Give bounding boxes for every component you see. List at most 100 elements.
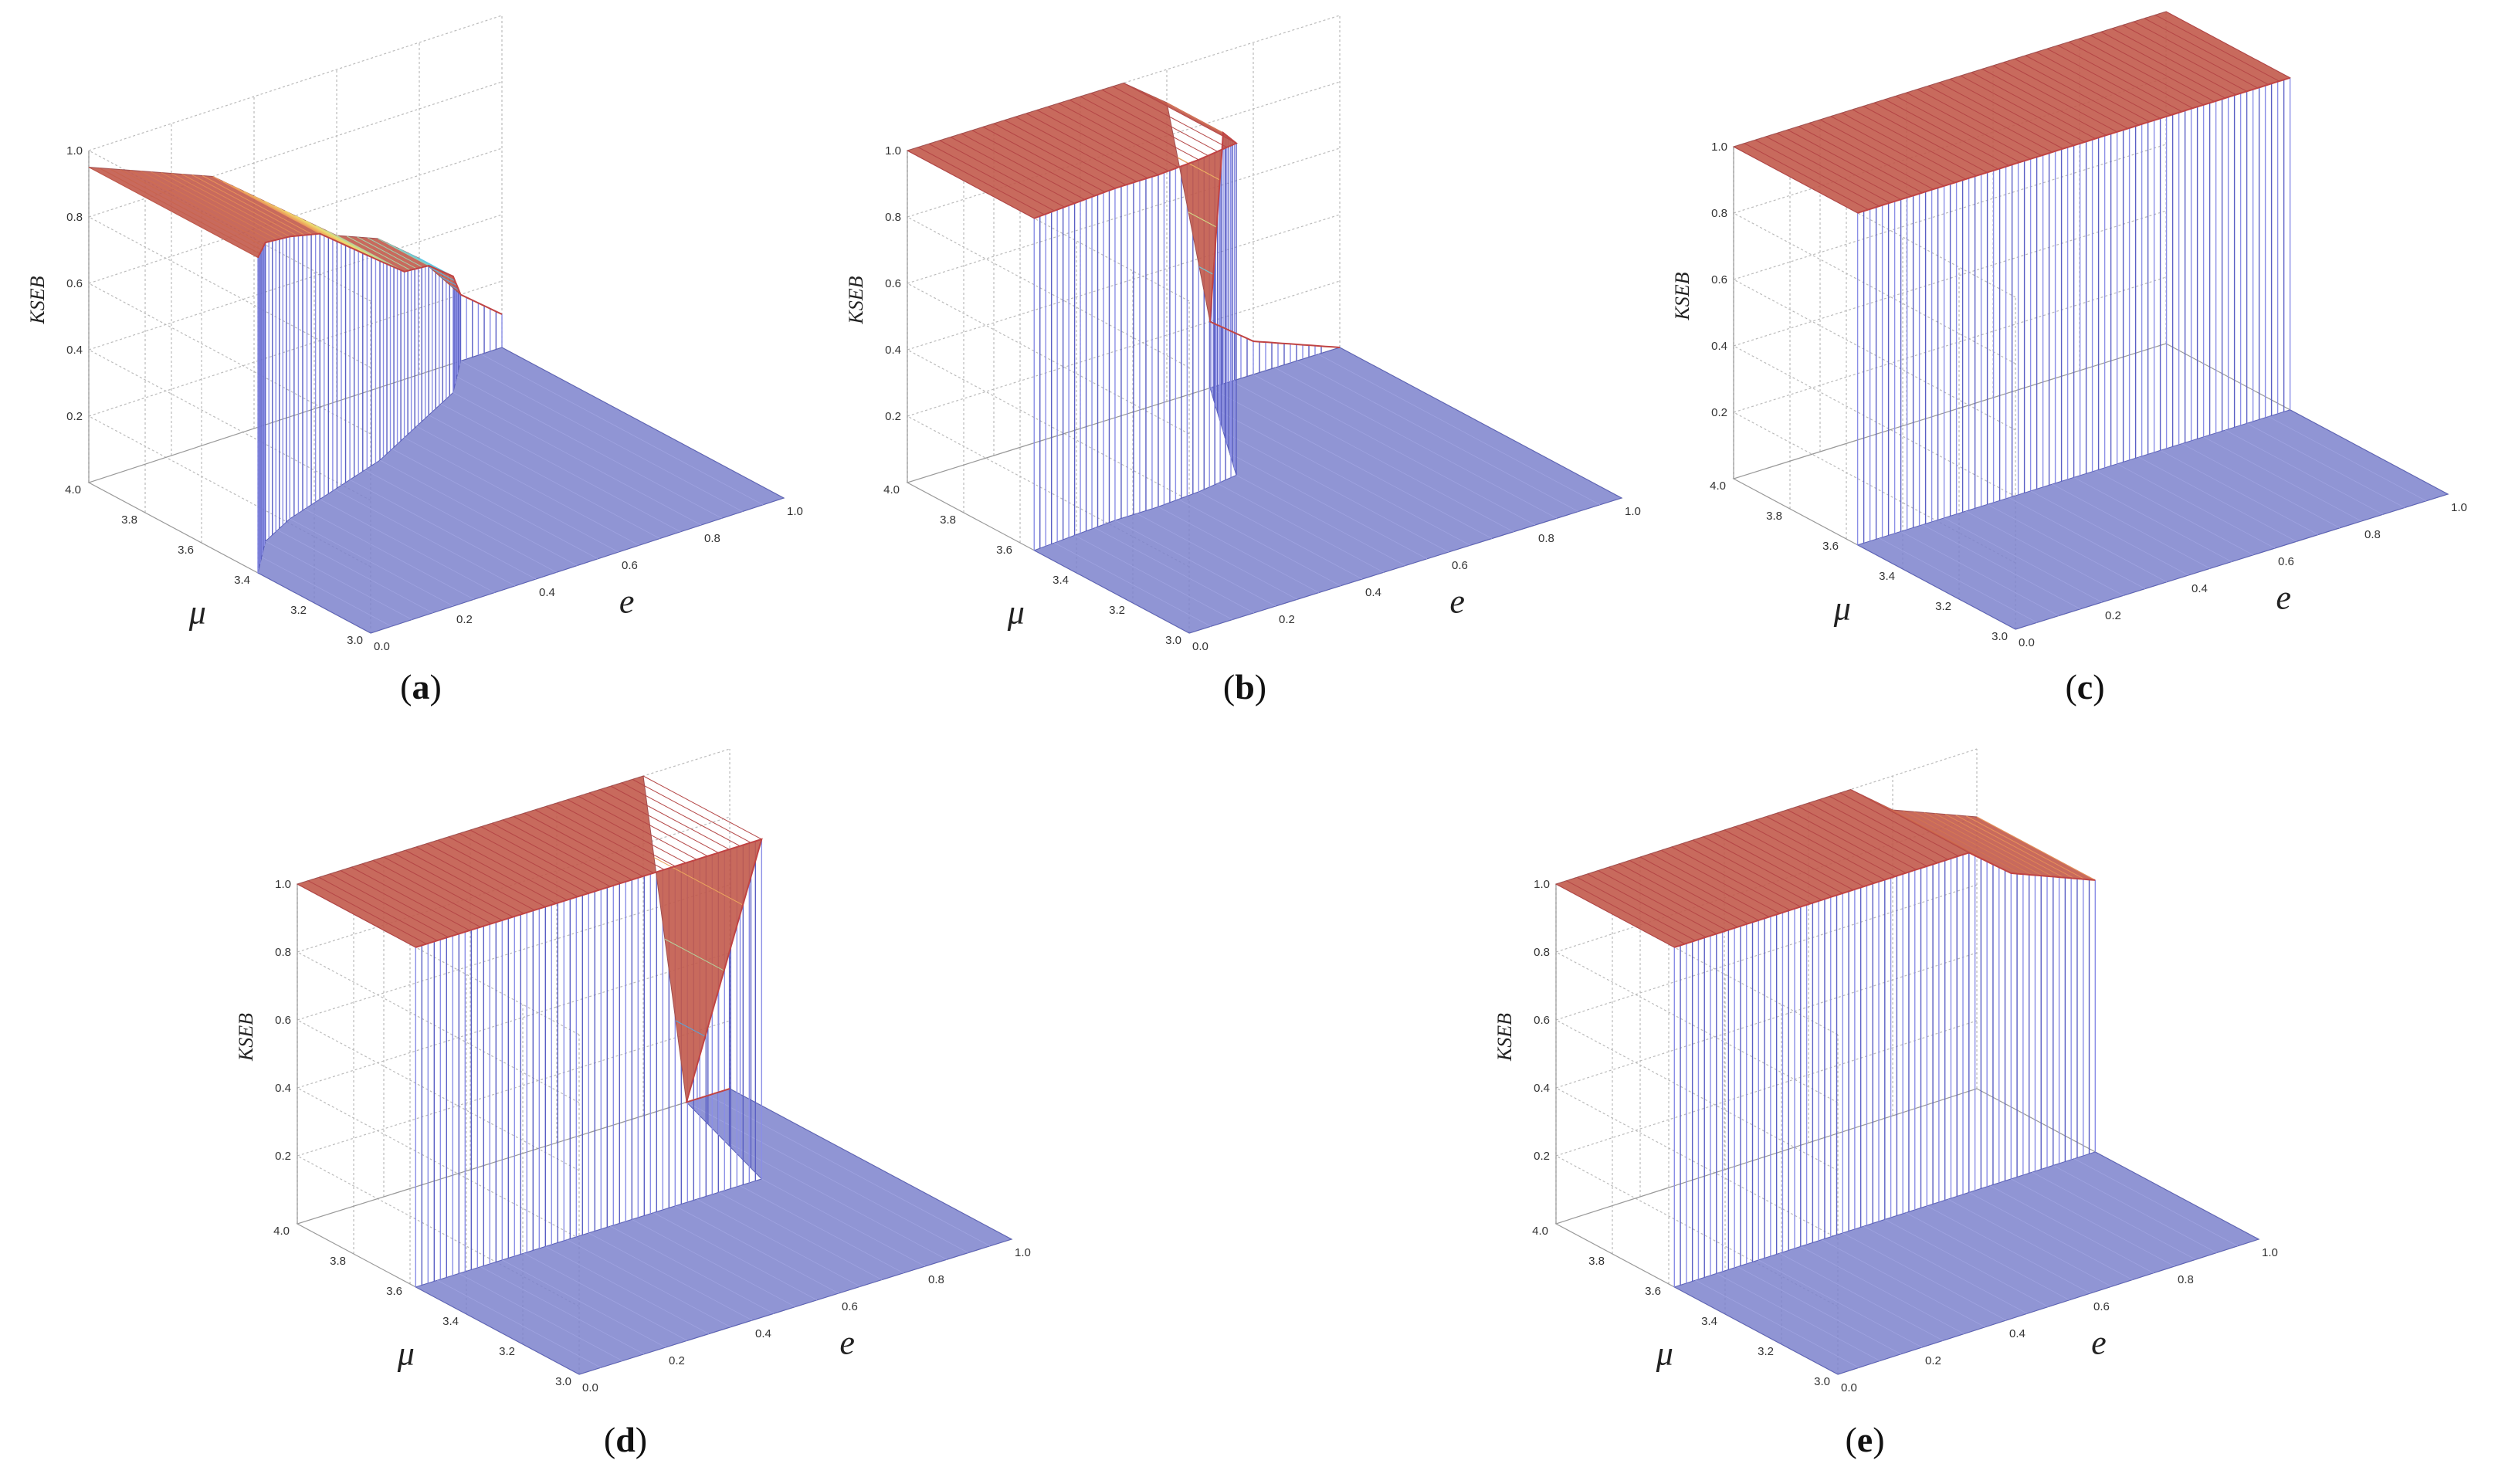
panel-c-gridline-z-1	[1732, 210, 2167, 497]
panel-b-plateau-mesh-18	[1101, 89, 1218, 152]
panel-e-plateau-mesh-5	[1608, 866, 1727, 931]
panel-c-z-tick-2: 0.6	[1711, 273, 1727, 286]
chart-panel-d: 0.0 0.2 0.4 0.6 0.8 1.0 3.0 3.2 3.4 3.6 3.8 4.0 0.2 0…	[235, 748, 1031, 1459]
panel-d-floor-mesh-5	[524, 1252, 688, 1341]
panel-d-plateau-mesh-4	[340, 870, 459, 934]
panel-c-x-tick-0: 0.0	[2019, 636, 2035, 649]
panel-c-floor-mesh-10	[2073, 476, 2232, 562]
panel-a-plateau-mesh-16	[253, 195, 351, 248]
panel-d-plateau-mesh-15	[459, 832, 578, 897]
panel-a-z-tick-0: 0.2	[66, 410, 83, 423]
panel-d-caption-open: (	[604, 1420, 615, 1459]
panel-a-plateau-mesh-24	[336, 235, 405, 273]
panel-c-plateau-mesh-25	[2003, 62, 2128, 129]
panel-a-plateau-mesh-22	[316, 225, 393, 267]
panel-a-plateau	[88, 167, 503, 315]
panel-a-plateau-mesh-21	[305, 220, 387, 264]
panel-c-y-axis-title: μ	[1833, 589, 1851, 627]
panel-c-plateau-mesh-21	[1960, 75, 2085, 143]
panel-c-floor-mesh-7	[2009, 497, 2168, 583]
panel-c-plateau-mesh-40	[2165, 11, 2290, 79]
panel-b-floor-mesh-19	[1317, 354, 1601, 506]
panel-a-z-tick-2: 0.6	[66, 277, 83, 290]
panel-d-plateau-mesh-17	[480, 826, 600, 890]
panel-d-y-axis-title: μ	[397, 1334, 415, 1372]
panel-d-x-tick-4: 0.8	[928, 1273, 944, 1286]
panel-c-plateau-mesh-19	[1938, 82, 2063, 150]
panel-e-plateau-mesh-19	[1755, 819, 1875, 884]
panel-c-plateau-mesh-26	[2014, 58, 2139, 126]
panel-a-caption-letter: a	[412, 667, 430, 706]
panel-a-floor-mesh-12	[404, 437, 619, 553]
panel-d-floor-mesh-11	[653, 1212, 818, 1301]
panel-c-plateau-mesh-14	[1884, 99, 2009, 166]
panel-e-plateau-mesh-11	[1671, 846, 1791, 911]
panel-d-z-tick-0: 0.2	[275, 1150, 291, 1163]
panel-c-plateau-edge	[1857, 76, 2290, 214]
panel-b-floor-mesh-10	[1236, 475, 1406, 566]
panel-d-gridline-z-2	[296, 884, 731, 1171]
panel-e-plateau-mesh-14	[1703, 836, 1822, 901]
panel-d-plateau-mesh-5	[351, 866, 470, 931]
panel-d-floor-mesh-7	[567, 1239, 731, 1328]
panel-a-caption-close: )	[430, 667, 442, 706]
panel-b-gridline-z-3	[906, 81, 1341, 368]
panel-a-plateau-mesh-35	[449, 285, 459, 291]
panel-d-z-tick-4: 1.0	[275, 878, 291, 891]
panel-b-plateau-mesh-3	[939, 140, 1065, 208]
panel-e-plateau-mesh-10	[1661, 849, 1780, 914]
panel-d-plateau-mesh-25	[567, 799, 686, 863]
panel-d-plateau-mesh-11	[415, 846, 535, 911]
panel-e-plateau-mesh-21	[1776, 812, 1896, 877]
panel-c-caption-letter: c	[2077, 667, 2093, 706]
panel-d-gridline-z-0	[296, 1020, 731, 1307]
panel-c-plateau-mesh-28	[2036, 52, 2161, 119]
panel-a-z-axis-title: KSEB	[26, 276, 49, 324]
panel-e-plateau-mesh-40	[1976, 816, 2096, 881]
panel-e-x-tick-1: 0.2	[1925, 1354, 1941, 1367]
panel-b-z-tick-3: 0.8	[885, 211, 901, 224]
panel-c-floor-mesh-14	[2160, 449, 2319, 535]
panel-a-y-tick-4: 3.8	[121, 513, 137, 527]
panel-b-floor-mesh-9	[1217, 483, 1385, 573]
panel-e-z-tick-2: 0.6	[1534, 1014, 1550, 1027]
panel-b-y-tick-3: 3.6	[996, 544, 1012, 557]
panel-e-plateau-mesh-8	[1639, 856, 1759, 921]
panel-b-plateau-mesh-21	[1134, 87, 1233, 141]
panel-e-caption-letter: e	[1857, 1420, 1873, 1459]
panel-c-floor-mesh-1	[1879, 537, 2038, 623]
panel-a-z-tick-4: 1.0	[66, 144, 83, 158]
panel-c-z-tick-0: 0.2	[1711, 406, 1727, 419]
panel-b-plateau-mesh-0	[907, 150, 1035, 219]
panel-a-plateau-mesh-7	[161, 172, 284, 239]
panel-b-plateau-mesh-12	[1036, 110, 1159, 175]
panel-b-plateau-mesh-24	[1166, 102, 1224, 134]
panel-c-x-tick-5: 1.0	[2451, 501, 2467, 514]
panel-a-plateau-mesh-1	[99, 168, 260, 255]
panel-d-z-tick-1: 0.4	[275, 1082, 291, 1095]
panel-c-floor-mesh-16	[2203, 436, 2362, 522]
panel-e-plateau-mesh-4	[1598, 870, 1717, 934]
panel-a-floor-mesh-4	[290, 518, 454, 607]
panel-a-y-tick-3: 3.6	[178, 544, 194, 557]
panel-a-x-axis-title: e	[619, 583, 635, 621]
panel-a-caption-open: (	[400, 667, 412, 706]
panel-e-plateau-mesh-35	[1924, 811, 2043, 876]
panel-e-floor-mesh-18	[2053, 1165, 2217, 1253]
panel-d-plateau-mesh-18	[491, 822, 611, 887]
panel-a-plateau-mesh-11	[202, 175, 313, 235]
panel-d-plateau-edge	[415, 838, 763, 1104]
panel-e-plateau-mesh-1	[1566, 880, 1686, 944]
panel-d-caption: (d)	[604, 1420, 647, 1459]
panel-b-floor-mesh-4	[1114, 520, 1276, 607]
panel-e-x-tick-0: 0.0	[1841, 1381, 1857, 1394]
panel-a-plateau-mesh-19	[284, 210, 373, 259]
panel-e-floor-mesh-15	[1989, 1185, 2154, 1274]
panel-d-plateau-mesh-34	[664, 938, 724, 971]
panel-c-floor-mesh-8	[2030, 490, 2189, 576]
panel-c-y-tick-1: 3.2	[1935, 600, 1951, 613]
panel-c-plateau-mesh-7	[1809, 122, 1934, 190]
panel-c-plateau-mesh-22	[1971, 72, 2096, 139]
panel-a-caption: (a)	[400, 667, 442, 706]
panel-b-plateau-mesh-1	[917, 147, 1045, 215]
